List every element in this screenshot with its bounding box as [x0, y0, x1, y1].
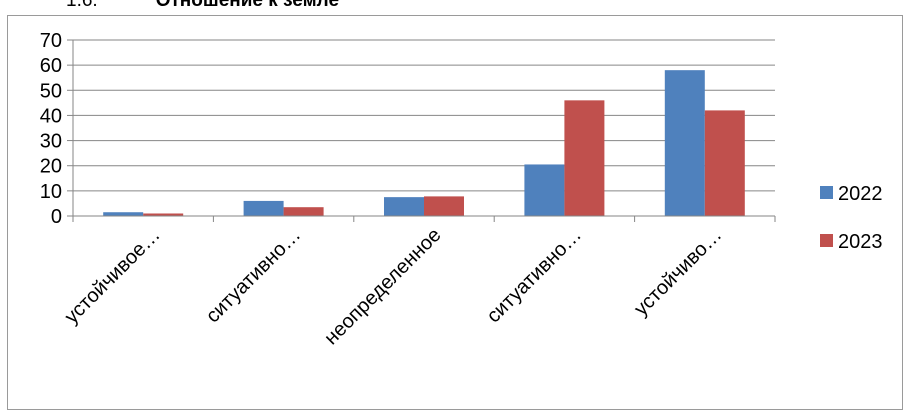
legend-label: 2023 [838, 231, 883, 253]
category-label: неопределенное [320, 224, 445, 349]
y-tick-label: 0 [51, 206, 62, 228]
bar-2022-1 [103, 212, 144, 216]
category-label: ситуативно… [483, 224, 586, 327]
y-tick-label: 10 [40, 181, 62, 203]
bar-2023-2 [283, 207, 324, 216]
section-title: Отношение к земле [155, 0, 340, 11]
bar-2022-3 [384, 197, 424, 216]
y-tick-label: 60 [40, 55, 62, 77]
section-number: 1.6. [66, 0, 98, 11]
y-tick-label: 20 [40, 156, 62, 178]
y-tick-label: 40 [40, 105, 62, 127]
y-tick-label: 50 [40, 80, 62, 102]
bar-2023-5 [704, 110, 745, 216]
bar-2022-5 [664, 70, 705, 217]
legend-label: 2022 [838, 183, 883, 205]
bar-2022-4 [524, 164, 565, 216]
bar-2023-3 [424, 196, 464, 216]
category-label: устойчиво… [630, 224, 726, 320]
section-heading: 1.6. Отношение к земле [66, 0, 339, 12]
y-tick-label: 30 [40, 131, 62, 153]
bar-2023-1 [143, 213, 184, 216]
category-label: устойчивое… [61, 224, 165, 328]
category-label: ситуативно… [202, 224, 305, 327]
y-tick-label: 70 [40, 30, 62, 52]
bar-2023-4 [564, 100, 605, 216]
legend-swatch-2022 [820, 186, 833, 199]
bar-2022-2 [243, 200, 284, 216]
legend-swatch-2023 [820, 234, 833, 247]
chart-frame [7, 15, 903, 410]
